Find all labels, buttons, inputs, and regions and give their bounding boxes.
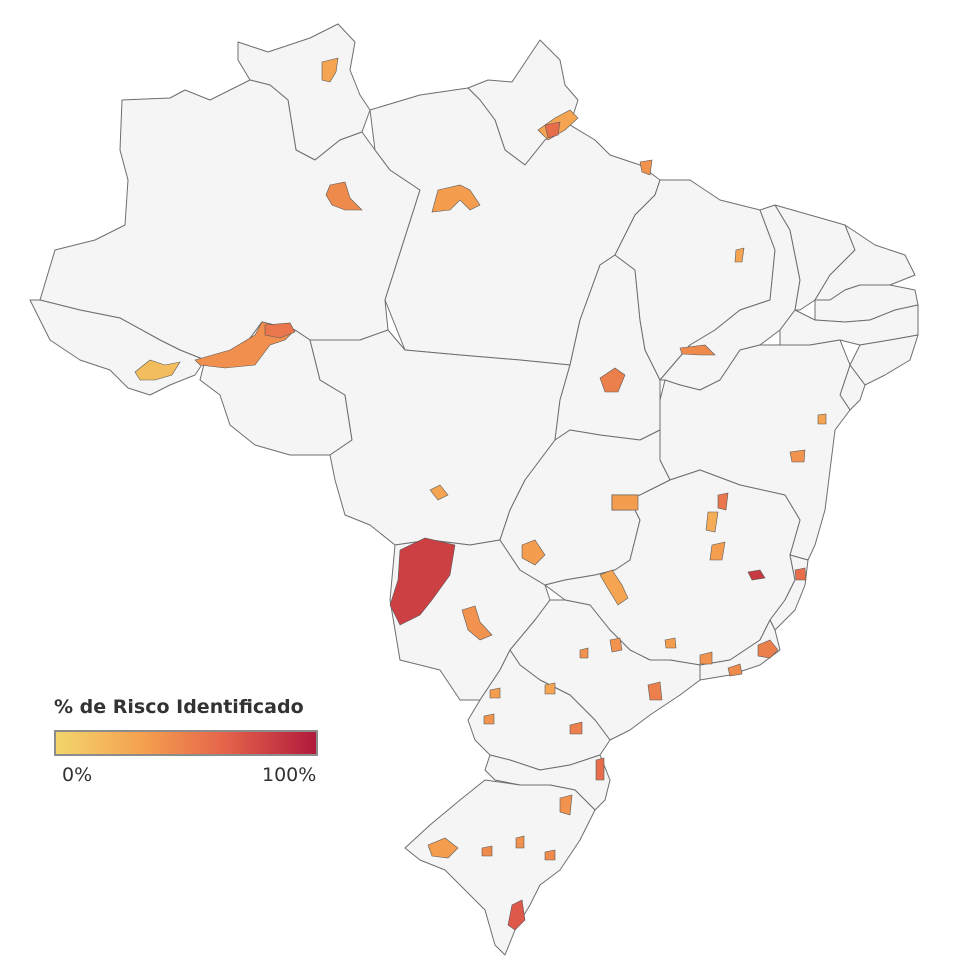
municipality-area: [595, 757, 605, 781]
municipality-area: [794, 567, 807, 581]
municipality-area: [817, 413, 827, 425]
municipality-area: [647, 681, 663, 701]
state-rio-grande-do-sul: [404, 779, 596, 956]
municipality-area: [747, 569, 766, 581]
legend-title: % de Risco Identificado: [54, 696, 304, 718]
municipality-area: [431, 184, 481, 213]
municipality-area: [544, 849, 556, 861]
municipality-area: [757, 639, 779, 659]
legend-labels: 0% 100%: [54, 764, 326, 790]
municipality-area: [599, 367, 626, 393]
state-borders: [29, 23, 919, 956]
municipality-area: [427, 837, 459, 859]
municipality-area: [599, 569, 629, 606]
municipality-area: [389, 537, 456, 626]
municipality-area: [705, 511, 719, 533]
municipality-area: [639, 159, 653, 176]
municipality-area: [325, 181, 363, 211]
municipality-area: [579, 647, 589, 659]
municipality-area: [264, 322, 296, 339]
state-parana: [467, 649, 611, 771]
municipality-area: [611, 494, 639, 511]
municipality-area: [789, 449, 806, 463]
municipality-area: [717, 492, 729, 511]
municipality-area: [609, 637, 623, 653]
municipality-area: [507, 899, 526, 931]
municipality-area: [483, 713, 495, 725]
municipality-area: [664, 637, 677, 649]
municipality-area: [734, 247, 745, 263]
municipality-area: [489, 687, 501, 699]
municipality-area: [709, 541, 726, 561]
municipality-area: [521, 539, 546, 566]
municipality-risk-areas: [134, 57, 827, 931]
municipality-area: [544, 121, 561, 139]
municipality-area: [481, 845, 493, 857]
municipality-area: [569, 721, 583, 735]
legend-color-scale: [54, 730, 318, 756]
municipality-area: [461, 605, 493, 641]
municipality-area: [515, 835, 525, 849]
municipality-area: [727, 663, 743, 677]
municipality-area: [679, 344, 716, 356]
municipality-area: [321, 57, 339, 83]
risk-legend: % de Risco Identificado 0% 100%: [54, 696, 326, 790]
legend-max-label: 100%: [262, 764, 317, 786]
municipality-area: [544, 682, 556, 695]
municipality-area: [699, 651, 713, 665]
municipality-area: [429, 484, 449, 501]
municipality-area: [559, 794, 573, 816]
legend-min-label: 0%: [62, 764, 93, 786]
municipality-area: [134, 359, 181, 381]
state-santa-catarina: [484, 754, 611, 811]
